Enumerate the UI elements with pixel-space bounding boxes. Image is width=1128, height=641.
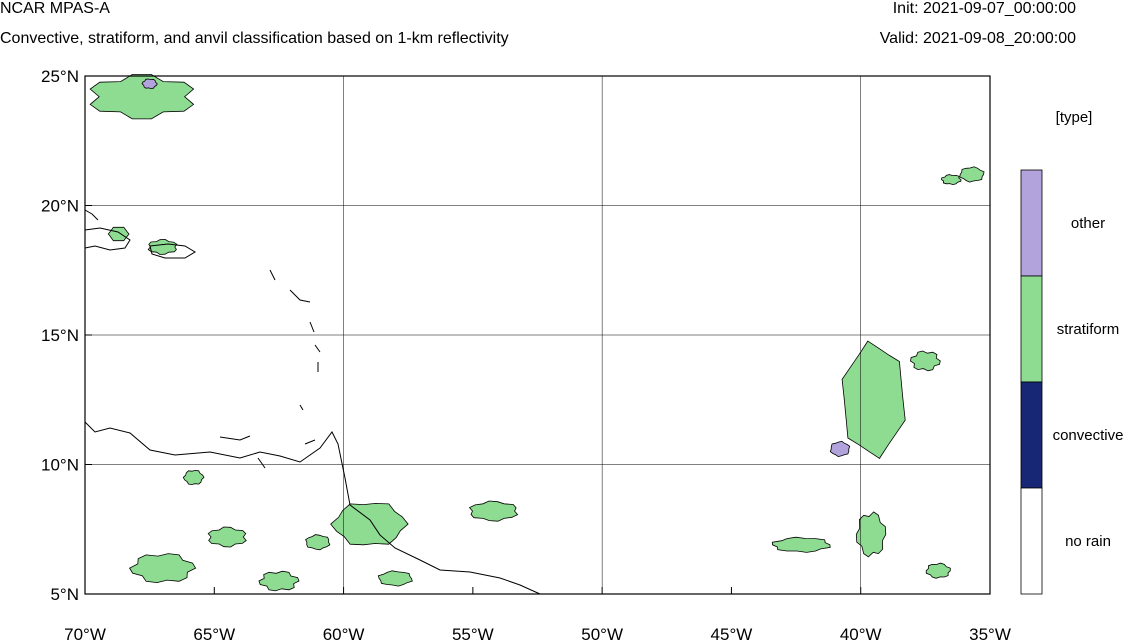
rain-area-cluster-other-central [829, 440, 851, 458]
lat-tick-label: 5°N [50, 585, 79, 604]
legend-swatch [1020, 169, 1043, 277]
lon-tick-label: 50°W [581, 625, 623, 641]
legend: [type] other stratiform convective no rain [1020, 109, 1124, 595]
rain-area-cluster-small-s1 [258, 570, 300, 592]
legend-label: no rain [1065, 533, 1111, 550]
axis-ticks: 70°W 65°W 60°W 55°W 50°W 45°W 40°W 35°W 25°N 20°N… [41, 67, 1011, 641]
legend-swatch [1020, 275, 1043, 383]
valid-time: Valid: 2021-09-08_20:00:00 [879, 30, 1076, 47]
rain-area-cluster-small-w3 [207, 526, 247, 548]
coastline-hispaniola [84, 227, 131, 251]
rain-area-cluster-east-arc [909, 350, 941, 372]
map-subtitle: Convective, stratiform, and anvil classi… [0, 30, 509, 47]
rain-area-cluster-small-s2 [377, 570, 413, 587]
legend-label: convective [1053, 427, 1124, 444]
init-time: Init: 2021-09-07_00:00:00 [892, 0, 1076, 17]
rain-area-cluster-small-e1 [925, 562, 951, 579]
map-title: NCAR MPAS-A [0, 0, 110, 17]
rain-area-cluster-east-band [468, 500, 519, 522]
rain-area-cluster-other-nw [141, 78, 158, 89]
lat-tick-label: 25°N [41, 67, 79, 86]
rain-area-cluster-small-w5 [305, 534, 331, 551]
rain-area-cluster-atlantic-south [855, 511, 887, 558]
lon-tick-label: 65°W [193, 625, 235, 641]
rain-area-cluster-sw [129, 553, 197, 584]
coastline-antilles [219, 269, 321, 469]
lon-tick-label: 60°W [323, 625, 365, 641]
lat-tick-label: 10°N [41, 456, 79, 475]
rain-area-cluster-south-america-coast [330, 502, 409, 546]
legend-title: [type] [1056, 109, 1093, 126]
lon-tick-label: 55°W [452, 625, 494, 641]
rain-layer [89, 74, 985, 592]
lat-tick-label: 20°N [41, 197, 79, 216]
rain-area-cluster-small-e2 [941, 174, 962, 186]
legend-swatch [1020, 487, 1043, 595]
rain-area-cluster-central-atlantic [841, 340, 906, 459]
coastline-puerto-rico [149, 243, 196, 259]
rain-area-cluster-far-east [959, 166, 985, 183]
lon-tick-label: 45°W [711, 625, 753, 641]
lon-tick-label: 35°W [969, 625, 1011, 641]
legend-swatch [1020, 381, 1043, 489]
coastline-nw-island [84, 209, 99, 221]
rain-area-cluster-small-w4 [182, 469, 205, 485]
rain-area-cluster-nw-corner [89, 74, 195, 120]
lon-tick-label: 40°W [840, 625, 882, 641]
coastlines [84, 209, 541, 595]
rain-area-cluster-atlantic-sw [771, 536, 831, 553]
legend-label: stratiform [1057, 321, 1120, 338]
gridlines [85, 76, 990, 594]
coastline-south-america [84, 421, 541, 595]
legend-label: other [1071, 215, 1105, 232]
lat-tick-label: 15°N [41, 326, 79, 345]
lon-tick-label: 70°W [64, 625, 106, 641]
legend-items: other stratiform convective no rain [1020, 169, 1124, 595]
